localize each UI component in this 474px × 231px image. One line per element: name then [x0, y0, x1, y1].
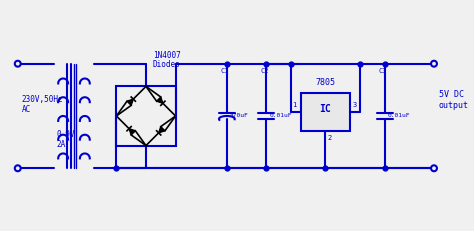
Polygon shape: [129, 129, 136, 135]
Text: 2A: 2A: [56, 139, 65, 148]
Text: 0-9V: 0-9V: [56, 129, 75, 138]
Bar: [117, 87, 175, 146]
Polygon shape: [127, 100, 133, 106]
Text: 1: 1: [292, 102, 296, 108]
Text: 2: 2: [328, 134, 332, 140]
Text: Diodes: Diodes: [153, 59, 181, 68]
Text: C2: C2: [260, 67, 269, 73]
Text: IC: IC: [319, 104, 331, 114]
Text: AC: AC: [22, 105, 31, 114]
Text: 3: 3: [352, 102, 356, 108]
Text: C3: C3: [379, 67, 387, 73]
Text: 7805: 7805: [316, 78, 336, 87]
Bar: [301, 94, 350, 131]
Text: 5V DC: 5V DC: [439, 90, 464, 99]
Polygon shape: [159, 127, 165, 133]
Text: 230V,50Hz: 230V,50Hz: [22, 95, 64, 104]
Polygon shape: [156, 97, 163, 104]
Text: 0.01uF: 0.01uF: [388, 112, 410, 118]
Text: C1: C1: [221, 67, 229, 73]
Text: output: output: [439, 101, 469, 110]
Text: 0.01uF: 0.01uF: [269, 112, 292, 118]
Text: 1N4007: 1N4007: [153, 51, 181, 60]
Text: 470uF: 470uF: [230, 112, 248, 118]
